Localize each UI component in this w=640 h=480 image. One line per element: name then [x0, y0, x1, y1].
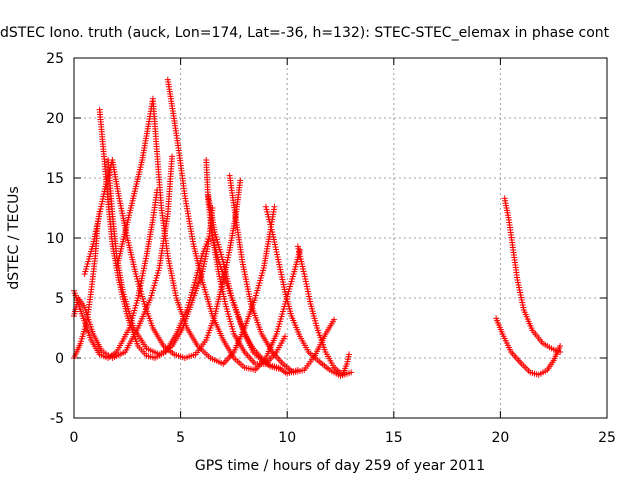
data-point	[346, 351, 353, 358]
y-tick-label: 25	[46, 51, 64, 67]
data-point	[298, 258, 305, 265]
tick-labels: 0 5 10 15 20 25 -5 0 5 10 15 20 25	[46, 51, 616, 446]
data-point	[296, 248, 303, 255]
data-point	[348, 369, 355, 376]
y-axis-label: dSTEC / TECUs	[6, 186, 22, 289]
x-tick-label: 10	[278, 430, 296, 446]
data-point	[262, 203, 269, 210]
data-point	[266, 218, 273, 225]
data-point	[297, 253, 304, 260]
chart-title: dSTEC Iono. truth (auck, Lon=174, Lat=-3…	[0, 25, 610, 41]
y-tick-label: 0	[55, 351, 64, 367]
data-point	[237, 177, 244, 184]
data-point	[295, 245, 302, 252]
y-tick-label: 15	[46, 171, 64, 187]
data-point	[268, 226, 275, 233]
y-tick-label: 20	[46, 111, 64, 127]
grid-lines	[74, 58, 607, 418]
data-point	[267, 223, 274, 230]
data-point	[299, 263, 306, 270]
data-point	[282, 333, 289, 340]
x-tick-label: 5	[176, 430, 185, 446]
y-tick-label: 10	[46, 231, 64, 247]
data-point	[557, 343, 564, 349]
x-tick-label: 25	[598, 430, 616, 446]
data-point	[331, 316, 338, 323]
data-point	[265, 213, 272, 220]
x-axis-label: GPS time / hours of day 259 of year 2011	[195, 458, 485, 474]
data-point	[263, 206, 270, 213]
data-point	[297, 255, 304, 262]
x-tick-label: 0	[70, 430, 79, 446]
data-point	[296, 250, 303, 257]
data-point	[271, 203, 278, 210]
y-tick-label: 5	[55, 291, 64, 307]
data-point	[169, 153, 176, 160]
data-point	[300, 268, 307, 275]
data-points	[71, 76, 564, 379]
data-point	[300, 265, 307, 272]
data-point	[264, 208, 271, 215]
data-point	[298, 260, 305, 267]
data-point	[267, 221, 274, 228]
data-point	[294, 243, 301, 250]
data-point	[266, 216, 273, 223]
plot-frame	[73, 57, 608, 419]
data-point	[275, 365, 282, 372]
x-tick-label: 20	[491, 430, 509, 446]
x-tick-label: 15	[385, 430, 403, 446]
data-point	[264, 211, 271, 218]
y-tick-label: -5	[50, 411, 64, 427]
